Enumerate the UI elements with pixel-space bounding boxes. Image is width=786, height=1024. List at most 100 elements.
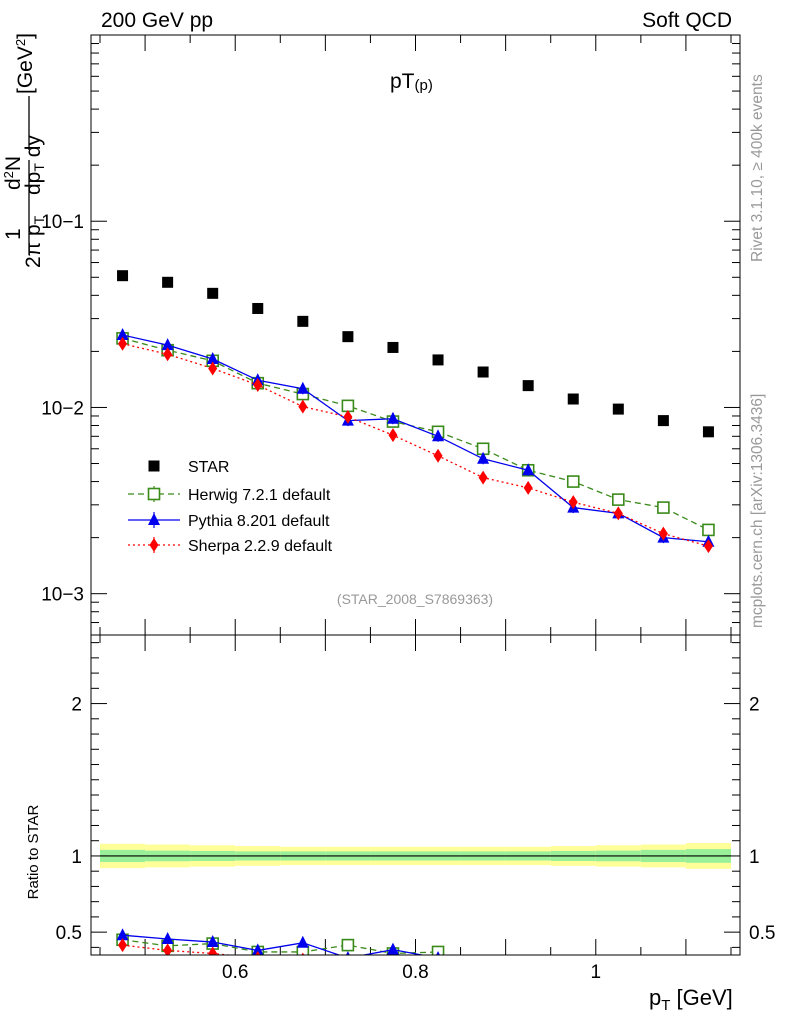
legend-label: STAR [188,459,229,476]
series-line [122,343,709,547]
data-point [251,943,264,955]
svg-text:dpT dy: dpT dy [22,135,47,195]
x-tick-label: 0.6 [222,962,248,983]
data-point [522,463,535,476]
data-point [342,331,354,343]
data-point [702,523,715,537]
legend-label: Pythia 8.201 default [188,513,330,530]
svg-text:[GeV2]: [GeV2] [13,33,37,94]
ratio-y-tick-label: 2 [749,695,760,716]
data-point [252,302,264,314]
data-point [566,475,580,488]
data-point [702,426,714,438]
data-point [388,428,398,443]
data-point [206,352,219,365]
axes-ticks: 0.6 0.8 1 10−3 10−2 10−1 0.5 0.5 1 1 2 2 [41,34,775,983]
ratio-y-tick-label: 0.5 [56,923,82,944]
data-point [163,347,173,362]
data-point [297,315,309,327]
legend: STAR Herwig 7.2.1 default Pythia 8.201 def… [128,459,333,555]
data-point [658,526,668,541]
data-point [388,956,397,970]
data-point [298,399,308,414]
svg-text:1: 1 [2,228,25,240]
legend-label: Sherpa 2.2.9 default [188,538,333,555]
x-axis-label: pT [GeV] [649,985,733,1014]
data-point [161,932,174,944]
data-point [208,946,218,955]
series-line [122,334,709,543]
y-tick-label: 10−2 [41,398,84,419]
data-point [116,327,129,340]
ratio-y-tick-label: 1 [749,847,760,868]
data-point [148,460,160,472]
data-point [207,287,219,299]
header-right: Soft QCD [642,9,732,32]
rivet-note: Rivet 3.1.10, ≥ 400k events [749,74,766,262]
data-point [347,954,349,955]
data-point [161,338,174,351]
data-point [478,470,488,485]
data-point [296,945,310,955]
data-point [255,951,261,955]
data-point [208,361,218,376]
ratio-y-tick-label: 0.5 [749,923,775,944]
data-point [432,429,445,442]
data-point [612,493,625,506]
ratio-series-line [122,934,426,955]
data-point [253,378,263,393]
data-point [477,366,489,378]
source-note: mcplots.cern.ch [arXiv:1306.3436] [749,394,766,628]
data-point [432,354,444,366]
data-point [296,381,309,394]
data-point [147,487,161,501]
data-point [162,276,174,288]
data-point [345,951,350,955]
data-point [296,935,309,948]
data-point [568,495,578,510]
data-point [523,480,533,495]
data-point [116,928,129,941]
data-point [341,938,355,952]
ratio-panel-frame [90,634,741,956]
x-tick-label: 1 [590,962,601,983]
data-point [657,415,669,427]
data-point [343,409,353,424]
data-point [341,399,355,413]
legend-label: Herwig 7.2.1 default [188,487,331,504]
data-point [163,943,173,955]
ratio-panel-series [116,928,445,971]
data-point [118,938,128,953]
y-tick-label: 10−1 [41,212,84,233]
svg-text:d2N: d2N [1,156,25,190]
data-point [434,957,443,971]
data-point [613,506,623,521]
data-point [433,448,443,463]
data-point [703,539,713,554]
data-point [386,942,399,955]
data-point [657,501,670,514]
data-point [387,341,399,353]
y-axis-label-ratio: Ratio to STAR [25,804,42,899]
ratio-y-tick-label: 1 [71,847,82,868]
data-point [206,935,219,948]
y-axis-label-main: 1 2π pT d2N dpT dy [GeV2] [1,33,47,268]
plot-title: pT(p) [390,70,433,94]
data-point [149,538,159,552]
header-left: 200 GeV pp [101,9,213,32]
y-tick-label: 10−3 [41,585,84,606]
series-line [122,337,709,531]
data-point [612,403,624,415]
data-point [477,451,490,464]
analysis-label: (STAR_2008_S7869363) [337,591,493,607]
main-panel-series [116,270,715,554]
ratio-y-tick-label: 2 [71,695,82,716]
ratio-uncertainty-band [100,843,731,869]
data-point [522,380,534,392]
ratio-series-line [122,939,439,955]
data-point [431,945,445,955]
data-point [148,513,160,525]
data-point [301,952,305,955]
data-point [386,411,399,424]
